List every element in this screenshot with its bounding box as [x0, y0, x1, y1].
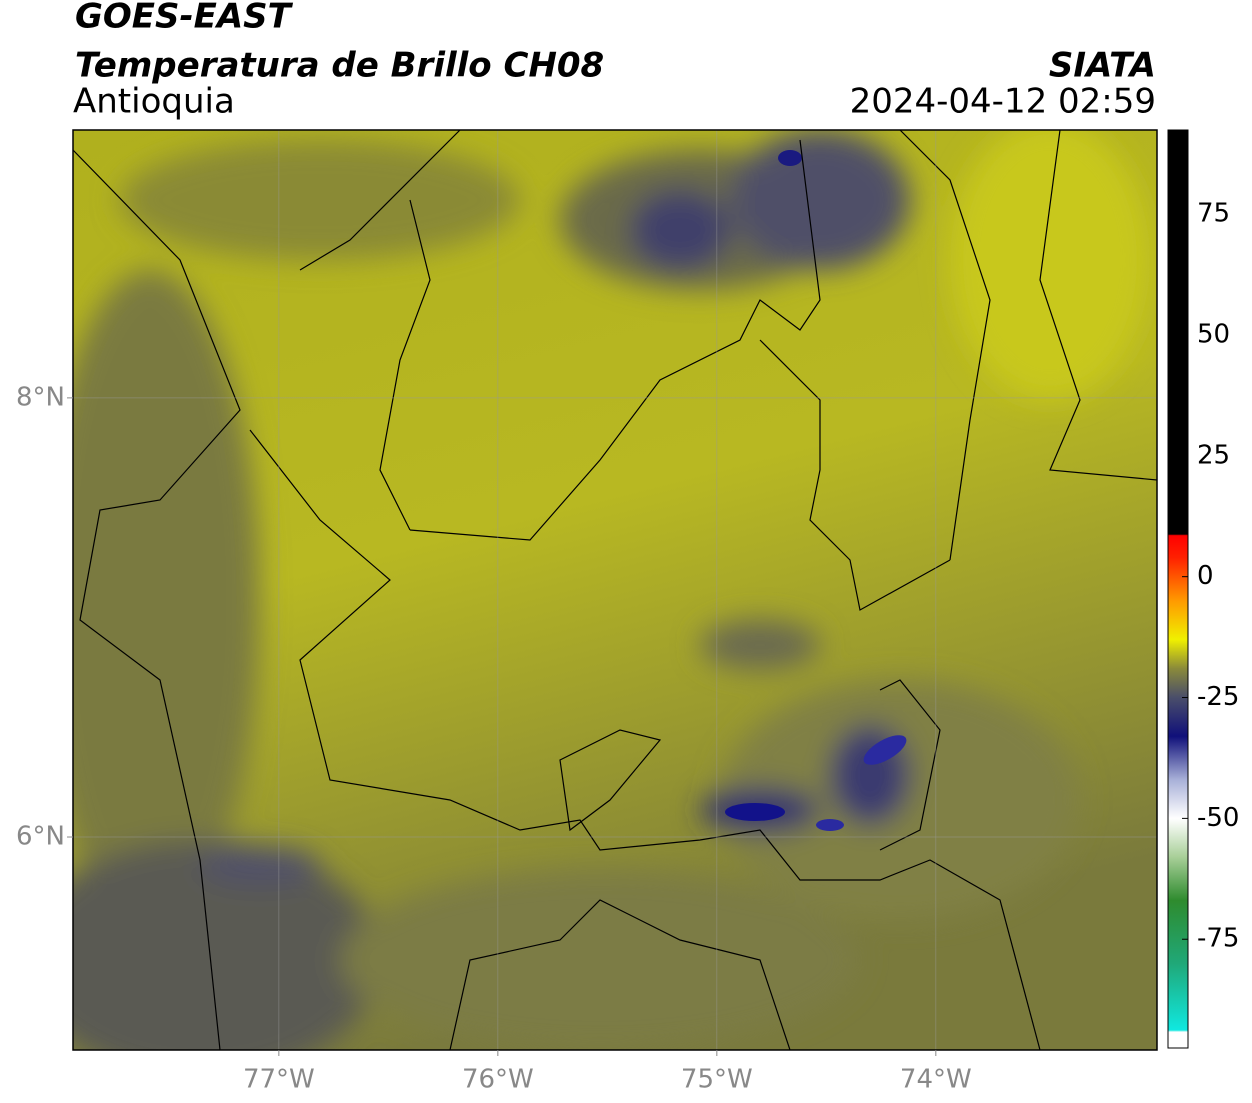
subtitle: Temperatura de Brillo CH08 — [75, 46, 604, 86]
x-tick-label: 75°W — [681, 1065, 753, 1095]
map-image — [73, 130, 1157, 1050]
colorbar — [1167, 129, 1189, 1049]
y-tick-label: 8°N — [16, 382, 65, 412]
colorbar-tick-label: -75 — [1197, 924, 1239, 954]
map-frame — [72, 129, 1158, 1051]
title: GOES-EAST — [75, 0, 294, 37]
x-tick-label: 76°W — [462, 1065, 534, 1095]
colorbar-tick-label: 0 — [1197, 561, 1214, 591]
source: SIATA — [1049, 46, 1156, 86]
colorbar-tick-label: 75 — [1197, 199, 1230, 229]
x-tick-label: 77°W — [243, 1065, 315, 1095]
colorbar-tick-label: -50 — [1197, 803, 1239, 833]
y-tick-label: 6°N — [16, 822, 65, 852]
x-tick-label: 74°W — [900, 1065, 972, 1095]
colorbar-tick-label: -25 — [1197, 682, 1239, 712]
colorbar-tick-label: 25 — [1197, 440, 1230, 470]
colorbar-tick-label: 50 — [1197, 319, 1230, 349]
region: Antioquia — [73, 82, 235, 122]
datetime: 2024-04-12 02:59 — [850, 82, 1156, 122]
